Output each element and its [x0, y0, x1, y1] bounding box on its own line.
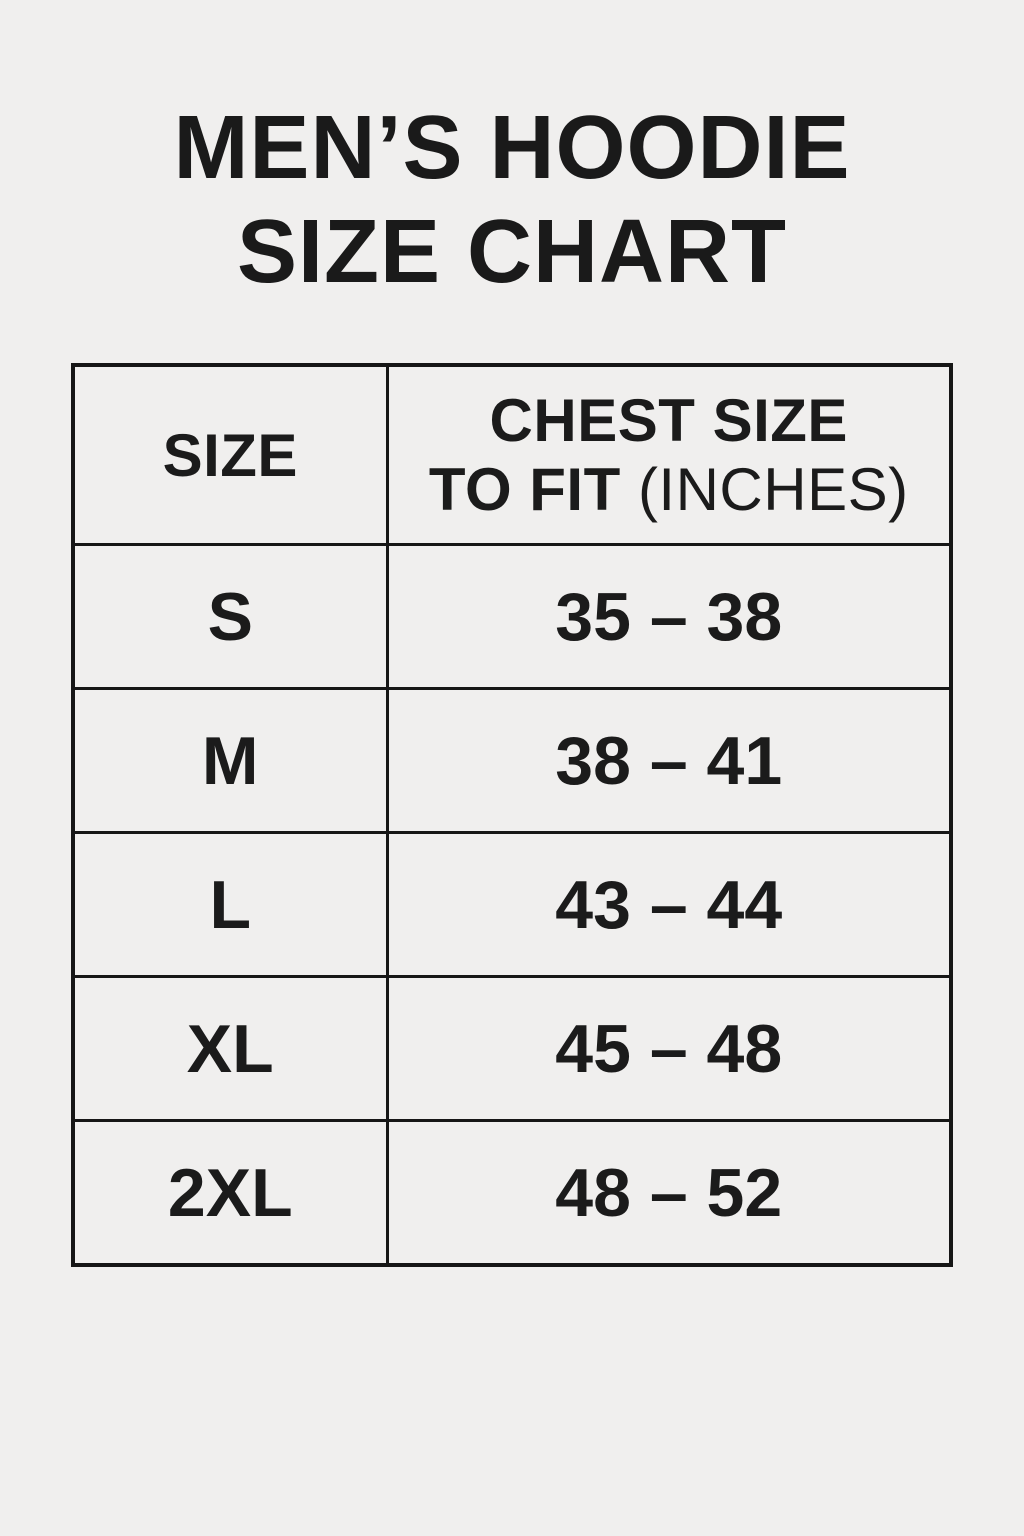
- column-header-chest: CHEST SIZE TO FIT (INCHES): [385, 363, 953, 547]
- size-cell: M: [71, 687, 389, 835]
- chest-range-cell: 43 – 44: [385, 831, 953, 979]
- chest-header-line1: CHEST SIZE: [489, 387, 848, 455]
- table-header-row: SIZE CHEST SIZE TO FIT (INCHES): [71, 363, 953, 547]
- table-row: L 43 – 44: [71, 831, 953, 979]
- size-cell: L: [71, 831, 389, 979]
- size-chart-table: SIZE CHEST SIZE TO FIT (INCHES) S 35 – 3…: [71, 362, 953, 1267]
- table-row: S 35 – 38: [71, 543, 953, 691]
- column-header-size: SIZE: [71, 363, 389, 547]
- chest-header-line2-bold: TO FIT: [428, 456, 621, 524]
- size-cell: 2XL: [71, 1119, 389, 1267]
- table-row: 2XL 48 – 52: [71, 1119, 953, 1267]
- chest-header-line2-units: (INCHES): [637, 456, 909, 524]
- chest-range-cell: 45 – 48: [385, 975, 953, 1123]
- table-row: M 38 – 41: [71, 687, 953, 835]
- page-title-line1: MEN’S HOODIE: [173, 98, 851, 198]
- chest-range-cell: 38 – 41: [385, 687, 953, 835]
- chest-range-cell: 48 – 52: [385, 1119, 953, 1267]
- table-row: XL 45 – 48: [71, 975, 953, 1123]
- page-title: MEN’S HOODIE SIZE CHART: [0, 0, 1024, 305]
- chest-range-cell: 35 – 38: [385, 543, 953, 691]
- size-cell: XL: [71, 975, 389, 1123]
- size-cell: S: [71, 543, 389, 691]
- page-title-line2: SIZE CHART: [237, 202, 787, 303]
